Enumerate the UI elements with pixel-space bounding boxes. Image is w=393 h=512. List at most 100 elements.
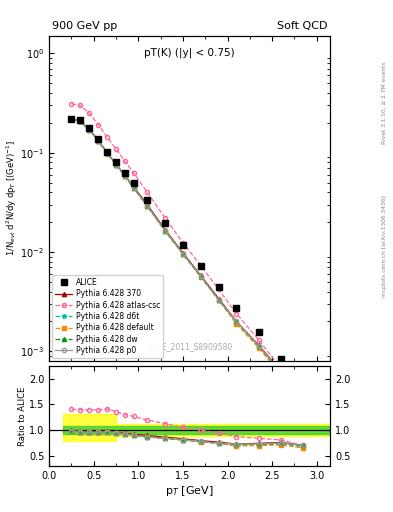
Legend: ALICE, Pythia 6.428 370, Pythia 6.428 atlas-csc, Pythia 6.428 d6t, Pythia 6.428 : ALICE, Pythia 6.428 370, Pythia 6.428 at… — [52, 275, 163, 358]
Pythia 6.428 atlas-csc — [256, 337, 261, 343]
Pythia 6.428 dw — [198, 273, 203, 280]
Pythia 6.428 370 — [301, 403, 306, 409]
Pythia 6.428 default — [216, 297, 221, 303]
Line: Pythia 6.428 p0: Pythia 6.428 p0 — [69, 117, 305, 409]
X-axis label: p$_T$ [GeV]: p$_T$ [GeV] — [165, 483, 214, 498]
Line: Pythia 6.428 d6t: Pythia 6.428 d6t — [69, 117, 306, 410]
Pythia 6.428 d6t — [69, 116, 74, 122]
ALICE — [145, 197, 150, 203]
ALICE — [198, 263, 203, 269]
Pythia 6.428 370 — [163, 226, 167, 232]
ALICE — [279, 356, 283, 362]
Pythia 6.428 370 — [105, 150, 110, 156]
Pythia 6.428 p0 — [69, 116, 74, 122]
ALICE — [216, 284, 221, 290]
Pythia 6.428 default — [87, 126, 92, 133]
Pythia 6.428 d6t — [96, 138, 101, 144]
Text: mcplots.cern.ch [arXiv:1306.3436]: mcplots.cern.ch [arXiv:1306.3436] — [382, 195, 387, 296]
Pythia 6.428 p0 — [279, 369, 283, 375]
ALICE — [132, 180, 136, 186]
Pythia 6.428 d6t — [105, 150, 110, 156]
Pythia 6.428 dw — [301, 403, 306, 409]
Pythia 6.428 atlas-csc — [216, 286, 221, 292]
Pythia 6.428 atlas-csc — [163, 215, 167, 221]
ALICE — [180, 242, 185, 248]
Pythia 6.428 default — [132, 185, 136, 191]
Pythia 6.428 370 — [123, 173, 127, 179]
Line: ALICE: ALICE — [68, 116, 307, 394]
Pythia 6.428 d6t — [198, 274, 203, 280]
Pythia 6.428 atlas-csc — [301, 403, 306, 409]
Pythia 6.428 dw — [114, 161, 118, 167]
Pythia 6.428 d6t — [114, 161, 118, 167]
Pythia 6.428 dw — [132, 185, 136, 191]
Pythia 6.428 370 — [87, 126, 92, 132]
Pythia 6.428 d6t — [216, 297, 221, 303]
Pythia 6.428 p0 — [105, 150, 110, 156]
Pythia 6.428 atlas-csc — [279, 366, 283, 372]
Pythia 6.428 atlas-csc — [180, 240, 185, 246]
Line: Pythia 6.428 atlas-csc: Pythia 6.428 atlas-csc — [69, 102, 305, 409]
ALICE — [256, 329, 261, 335]
Pythia 6.428 dw — [145, 203, 150, 209]
Pythia 6.428 d6t — [123, 173, 127, 179]
Pythia 6.428 dw — [256, 343, 261, 349]
Pythia 6.428 atlas-csc — [87, 111, 92, 117]
Pythia 6.428 d6t — [145, 203, 150, 209]
Pythia 6.428 default — [198, 274, 203, 280]
Pythia 6.428 p0 — [145, 203, 150, 209]
Pythia 6.428 dw — [87, 126, 92, 133]
ALICE — [163, 220, 167, 226]
Pythia 6.428 d6t — [256, 344, 261, 350]
Pythia 6.428 dw — [96, 138, 101, 144]
Pythia 6.428 atlas-csc — [198, 263, 203, 269]
Pythia 6.428 d6t — [87, 126, 92, 133]
ALICE — [234, 305, 239, 311]
Pythia 6.428 d6t — [132, 185, 136, 191]
Pythia 6.428 p0 — [87, 126, 92, 133]
Pythia 6.428 d6t — [163, 228, 167, 234]
Pythia 6.428 p0 — [256, 343, 261, 349]
Pythia 6.428 default — [180, 251, 185, 258]
Line: Pythia 6.428 default: Pythia 6.428 default — [69, 117, 305, 412]
ALICE — [78, 117, 83, 123]
Pythia 6.428 d6t — [301, 405, 306, 411]
Pythia 6.428 p0 — [180, 251, 185, 257]
Pythia 6.428 370 — [180, 250, 185, 256]
Pythia 6.428 370 — [78, 118, 83, 124]
Pythia 6.428 d6t — [234, 321, 239, 327]
Pythia 6.428 p0 — [198, 273, 203, 280]
Pythia 6.428 default — [163, 228, 167, 234]
ALICE — [114, 159, 118, 165]
Pythia 6.428 370 — [279, 368, 283, 374]
Pythia 6.428 default — [145, 203, 150, 209]
Y-axis label: Ratio to ALICE: Ratio to ALICE — [18, 387, 28, 445]
Pythia 6.428 370 — [216, 295, 221, 302]
ALICE — [69, 116, 74, 122]
ALICE — [301, 388, 306, 394]
Pythia 6.428 dw — [123, 173, 127, 179]
Pythia 6.428 p0 — [78, 118, 83, 124]
Pythia 6.428 default — [105, 150, 110, 156]
Pythia 6.428 atlas-csc — [114, 146, 118, 152]
Pythia 6.428 p0 — [301, 403, 306, 409]
Pythia 6.428 default — [301, 407, 306, 413]
Pythia 6.428 atlas-csc — [123, 158, 127, 164]
Pythia 6.428 p0 — [123, 173, 127, 179]
Pythia 6.428 370 — [198, 272, 203, 279]
Pythia 6.428 atlas-csc — [78, 102, 83, 109]
Line: Pythia 6.428 370: Pythia 6.428 370 — [69, 117, 305, 409]
Pythia 6.428 atlas-csc — [105, 134, 110, 140]
Pythia 6.428 default — [279, 371, 283, 377]
Pythia 6.428 dw — [78, 118, 83, 124]
Text: 900 GeV pp: 900 GeV pp — [52, 21, 117, 31]
Pythia 6.428 p0 — [234, 318, 239, 325]
Pythia 6.428 default — [96, 138, 101, 144]
Pythia 6.428 370 — [145, 202, 150, 208]
Pythia 6.428 dw — [180, 251, 185, 257]
Pythia 6.428 370 — [132, 184, 136, 190]
Pythia 6.428 d6t — [78, 118, 83, 124]
Pythia 6.428 atlas-csc — [132, 170, 136, 176]
Y-axis label: 1/N$_{evt}$ d$^2$N/dy dp$_T$ [(GeV)$^{-1}$]: 1/N$_{evt}$ d$^2$N/dy dp$_T$ [(GeV)$^{-1… — [4, 140, 19, 257]
Pythia 6.428 atlas-csc — [69, 101, 74, 107]
